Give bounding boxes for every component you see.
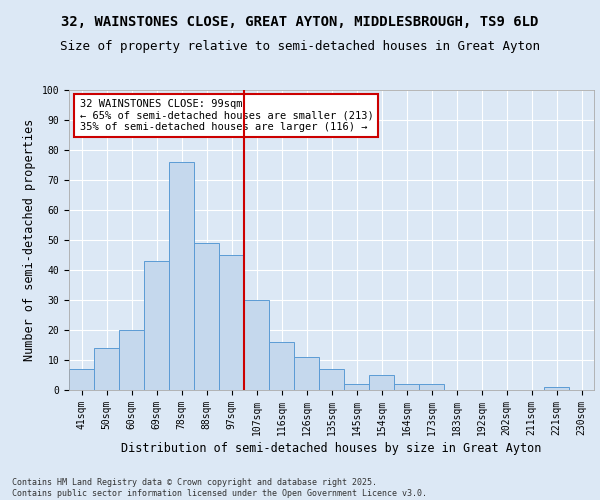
Bar xyxy=(119,330,144,390)
Bar xyxy=(169,162,194,390)
Bar xyxy=(344,384,369,390)
Text: 32 WAINSTONES CLOSE: 99sqm
← 65% of semi-detached houses are smaller (213)
35% o: 32 WAINSTONES CLOSE: 99sqm ← 65% of semi… xyxy=(79,99,373,132)
Bar xyxy=(369,375,394,390)
Bar xyxy=(94,348,119,390)
Bar xyxy=(69,369,94,390)
Y-axis label: Number of semi-detached properties: Number of semi-detached properties xyxy=(23,119,36,361)
Bar xyxy=(144,261,169,390)
Bar xyxy=(294,357,319,390)
Bar xyxy=(269,342,294,390)
Bar xyxy=(544,387,569,390)
Bar xyxy=(244,300,269,390)
Bar xyxy=(219,255,244,390)
Text: Contains HM Land Registry data © Crown copyright and database right 2025.
Contai: Contains HM Land Registry data © Crown c… xyxy=(12,478,427,498)
Bar xyxy=(419,384,444,390)
Text: Size of property relative to semi-detached houses in Great Ayton: Size of property relative to semi-detach… xyxy=(60,40,540,53)
Bar xyxy=(194,243,219,390)
Text: 32, WAINSTONES CLOSE, GREAT AYTON, MIDDLESBROUGH, TS9 6LD: 32, WAINSTONES CLOSE, GREAT AYTON, MIDDL… xyxy=(61,15,539,29)
Bar xyxy=(394,384,419,390)
Bar xyxy=(319,369,344,390)
X-axis label: Distribution of semi-detached houses by size in Great Ayton: Distribution of semi-detached houses by … xyxy=(121,442,542,455)
